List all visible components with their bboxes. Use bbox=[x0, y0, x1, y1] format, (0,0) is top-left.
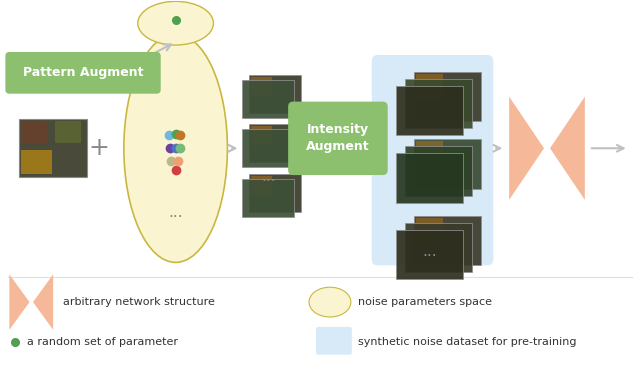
Text: ...: ... bbox=[422, 244, 437, 259]
FancyBboxPatch shape bbox=[19, 119, 87, 177]
FancyBboxPatch shape bbox=[55, 122, 81, 143]
Text: arbitrary network structure: arbitrary network structure bbox=[63, 297, 215, 307]
FancyBboxPatch shape bbox=[413, 139, 481, 189]
FancyBboxPatch shape bbox=[413, 72, 481, 122]
FancyBboxPatch shape bbox=[404, 146, 472, 196]
FancyBboxPatch shape bbox=[413, 216, 481, 265]
FancyBboxPatch shape bbox=[404, 223, 472, 272]
FancyBboxPatch shape bbox=[252, 176, 272, 195]
Polygon shape bbox=[509, 97, 544, 200]
Polygon shape bbox=[33, 274, 53, 330]
FancyBboxPatch shape bbox=[5, 52, 161, 94]
Text: ...: ... bbox=[261, 169, 276, 184]
FancyBboxPatch shape bbox=[21, 122, 47, 143]
FancyBboxPatch shape bbox=[415, 141, 443, 166]
FancyBboxPatch shape bbox=[21, 150, 52, 175]
Ellipse shape bbox=[124, 34, 227, 262]
FancyBboxPatch shape bbox=[415, 218, 443, 243]
Ellipse shape bbox=[138, 1, 214, 45]
Text: Pattern Augment: Pattern Augment bbox=[23, 66, 143, 79]
FancyBboxPatch shape bbox=[243, 179, 294, 217]
Polygon shape bbox=[550, 97, 585, 200]
FancyBboxPatch shape bbox=[252, 126, 272, 145]
Text: +: + bbox=[88, 136, 109, 160]
FancyBboxPatch shape bbox=[288, 102, 388, 175]
Text: ...: ... bbox=[168, 205, 183, 220]
FancyBboxPatch shape bbox=[243, 130, 294, 167]
FancyBboxPatch shape bbox=[404, 79, 472, 128]
Polygon shape bbox=[10, 274, 29, 330]
FancyBboxPatch shape bbox=[250, 75, 301, 112]
FancyBboxPatch shape bbox=[250, 124, 301, 162]
FancyBboxPatch shape bbox=[316, 327, 352, 355]
FancyBboxPatch shape bbox=[396, 153, 463, 203]
FancyBboxPatch shape bbox=[415, 74, 443, 99]
Text: synthetic noise dataset for pre-training: synthetic noise dataset for pre-training bbox=[358, 337, 577, 347]
FancyBboxPatch shape bbox=[243, 80, 294, 117]
Ellipse shape bbox=[309, 287, 351, 317]
Text: Intensity
Augment: Intensity Augment bbox=[306, 123, 370, 153]
FancyBboxPatch shape bbox=[252, 77, 272, 96]
Text: noise parameters space: noise parameters space bbox=[358, 297, 492, 307]
FancyBboxPatch shape bbox=[250, 174, 301, 212]
FancyBboxPatch shape bbox=[396, 229, 463, 279]
FancyBboxPatch shape bbox=[372, 55, 493, 265]
Text: a random set of parameter: a random set of parameter bbox=[28, 337, 179, 347]
FancyBboxPatch shape bbox=[396, 86, 463, 135]
